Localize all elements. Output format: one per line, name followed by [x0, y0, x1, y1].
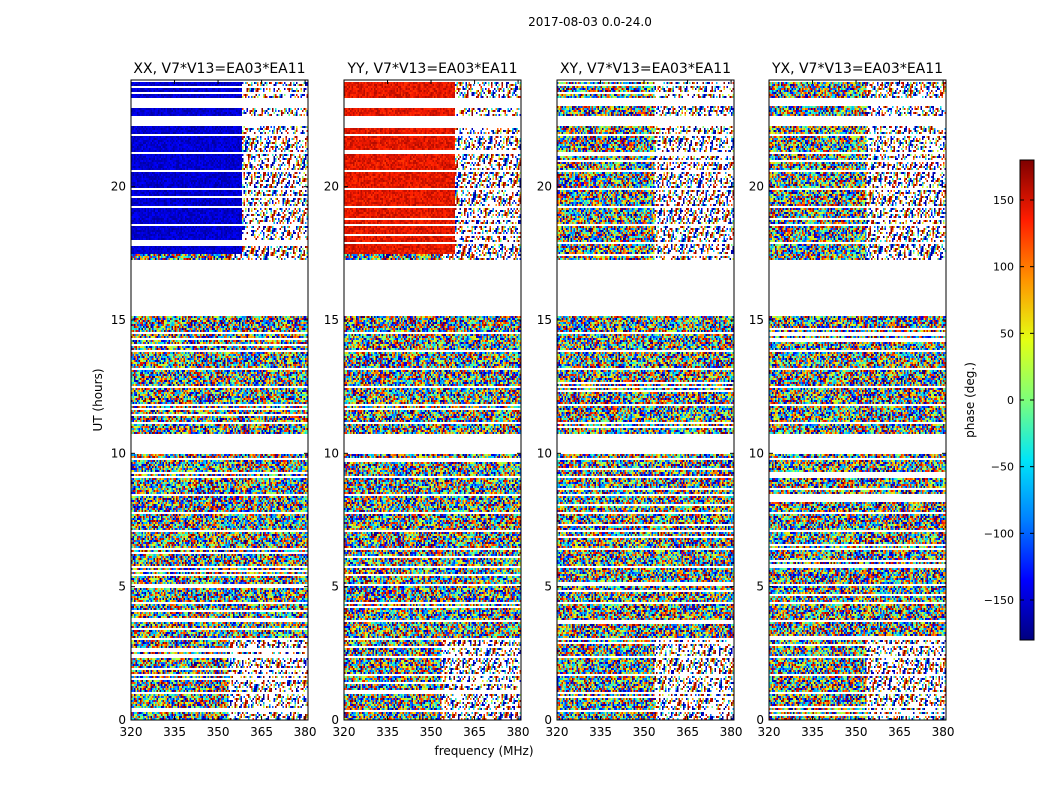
x-tick-label: 320	[546, 725, 569, 739]
panel-yy: YY, V7*V13=EA03*EA11 320 335 350 365 380 0 5 10 1…	[324, 61, 530, 739]
plot-frame	[130, 79, 309, 721]
colorbar-tick-label: −50	[991, 461, 1014, 474]
colorbar-tick-label: 100	[993, 261, 1014, 274]
y-axis-label: UT (hours)	[91, 368, 105, 431]
panel-xy: XY, V7*V13=EA03*EA11 320 335 350 365 380 0 5 10 1…	[537, 61, 743, 739]
x-tick-label: 350	[207, 725, 230, 739]
y-tick-label: 5	[544, 580, 552, 594]
phase-heatmap	[344, 80, 521, 720]
colorbar-tick-label: −150	[984, 594, 1014, 607]
y-tick-label: 10	[749, 446, 764, 460]
colorbar-label: phase (deg.)	[963, 362, 977, 438]
panel-title: XY, V7*V13=EA03*EA11	[560, 61, 731, 77]
x-tick-label: 365	[250, 725, 273, 739]
y-tick-label: 20	[111, 180, 126, 194]
figure-title: 2017-08-03 0.0-24.0	[528, 15, 652, 29]
phase-heatmap	[557, 80, 734, 720]
colorbar-tick-label: 0	[1007, 394, 1014, 407]
x-tick-label: 335	[589, 725, 612, 739]
colorbar: −150 −100 −50 0 50 100 150	[984, 159, 1035, 641]
x-tick-label: 350	[845, 725, 868, 739]
y-tick-label: 0	[756, 713, 764, 727]
x-tick-label: 365	[888, 725, 911, 739]
x-tick-label: 320	[333, 725, 356, 739]
colorbar-tick-label: 150	[993, 194, 1014, 207]
x-tick-label: 380	[932, 725, 955, 739]
phase-heatmap	[131, 80, 308, 720]
colorbar-tick-label: 50	[1000, 327, 1014, 340]
plot-frame	[768, 79, 947, 721]
y-tick-label: 10	[324, 446, 339, 460]
panel-title: YY, V7*V13=EA03*EA11	[346, 61, 517, 77]
y-tick-label: 5	[756, 580, 764, 594]
x-tick-label: 350	[633, 725, 656, 739]
x-tick-label: 380	[507, 725, 530, 739]
y-tick-label: 15	[537, 313, 552, 327]
panels: XX, V7*V13=EA03*EA11 320 335 350 365 380 0 5 10 1…	[111, 61, 955, 739]
y-tick-label: 5	[118, 580, 126, 594]
plot-frame	[343, 79, 522, 721]
y-tick-label: 0	[331, 713, 339, 727]
y-tick-label: 20	[324, 180, 339, 194]
y-tick-label: 20	[749, 180, 764, 194]
panel-yx: YX, V7*V13=EA03*EA11 320 335 350 365 380 0 5 10 1…	[749, 61, 955, 739]
x-axis-label: frequency (MHz)	[434, 744, 533, 758]
y-tick-label: 0	[118, 713, 126, 727]
x-tick-label: 365	[463, 725, 486, 739]
panel-title: YX, V7*V13=EA03*EA11	[771, 61, 943, 77]
y-tick-label: 15	[111, 313, 126, 327]
x-tick-label: 320	[758, 725, 781, 739]
panel-xx: XX, V7*V13=EA03*EA11 320 335 350 365 380 0 5 10 1…	[111, 61, 317, 739]
x-tick-label: 380	[294, 725, 317, 739]
panel-title: XX, V7*V13=EA03*EA11	[133, 61, 305, 77]
x-tick-label: 380	[720, 725, 743, 739]
x-tick-label: 320	[120, 725, 143, 739]
colorbar-tick-label: −100	[984, 527, 1014, 540]
y-tick-label: 10	[111, 446, 126, 460]
x-tick-label: 365	[676, 725, 699, 739]
x-tick-label: 350	[420, 725, 443, 739]
y-tick-label: 0	[544, 713, 552, 727]
phase-heatmap	[769, 80, 946, 720]
y-tick-label: 5	[331, 580, 339, 594]
y-tick-label: 15	[324, 313, 339, 327]
y-tick-label: 15	[749, 313, 764, 327]
x-tick-label: 335	[801, 725, 824, 739]
x-tick-label: 335	[163, 725, 186, 739]
y-tick-label: 10	[537, 446, 552, 460]
plot-frame	[556, 79, 735, 721]
y-tick-label: 20	[537, 180, 552, 194]
x-tick-label: 335	[376, 725, 399, 739]
